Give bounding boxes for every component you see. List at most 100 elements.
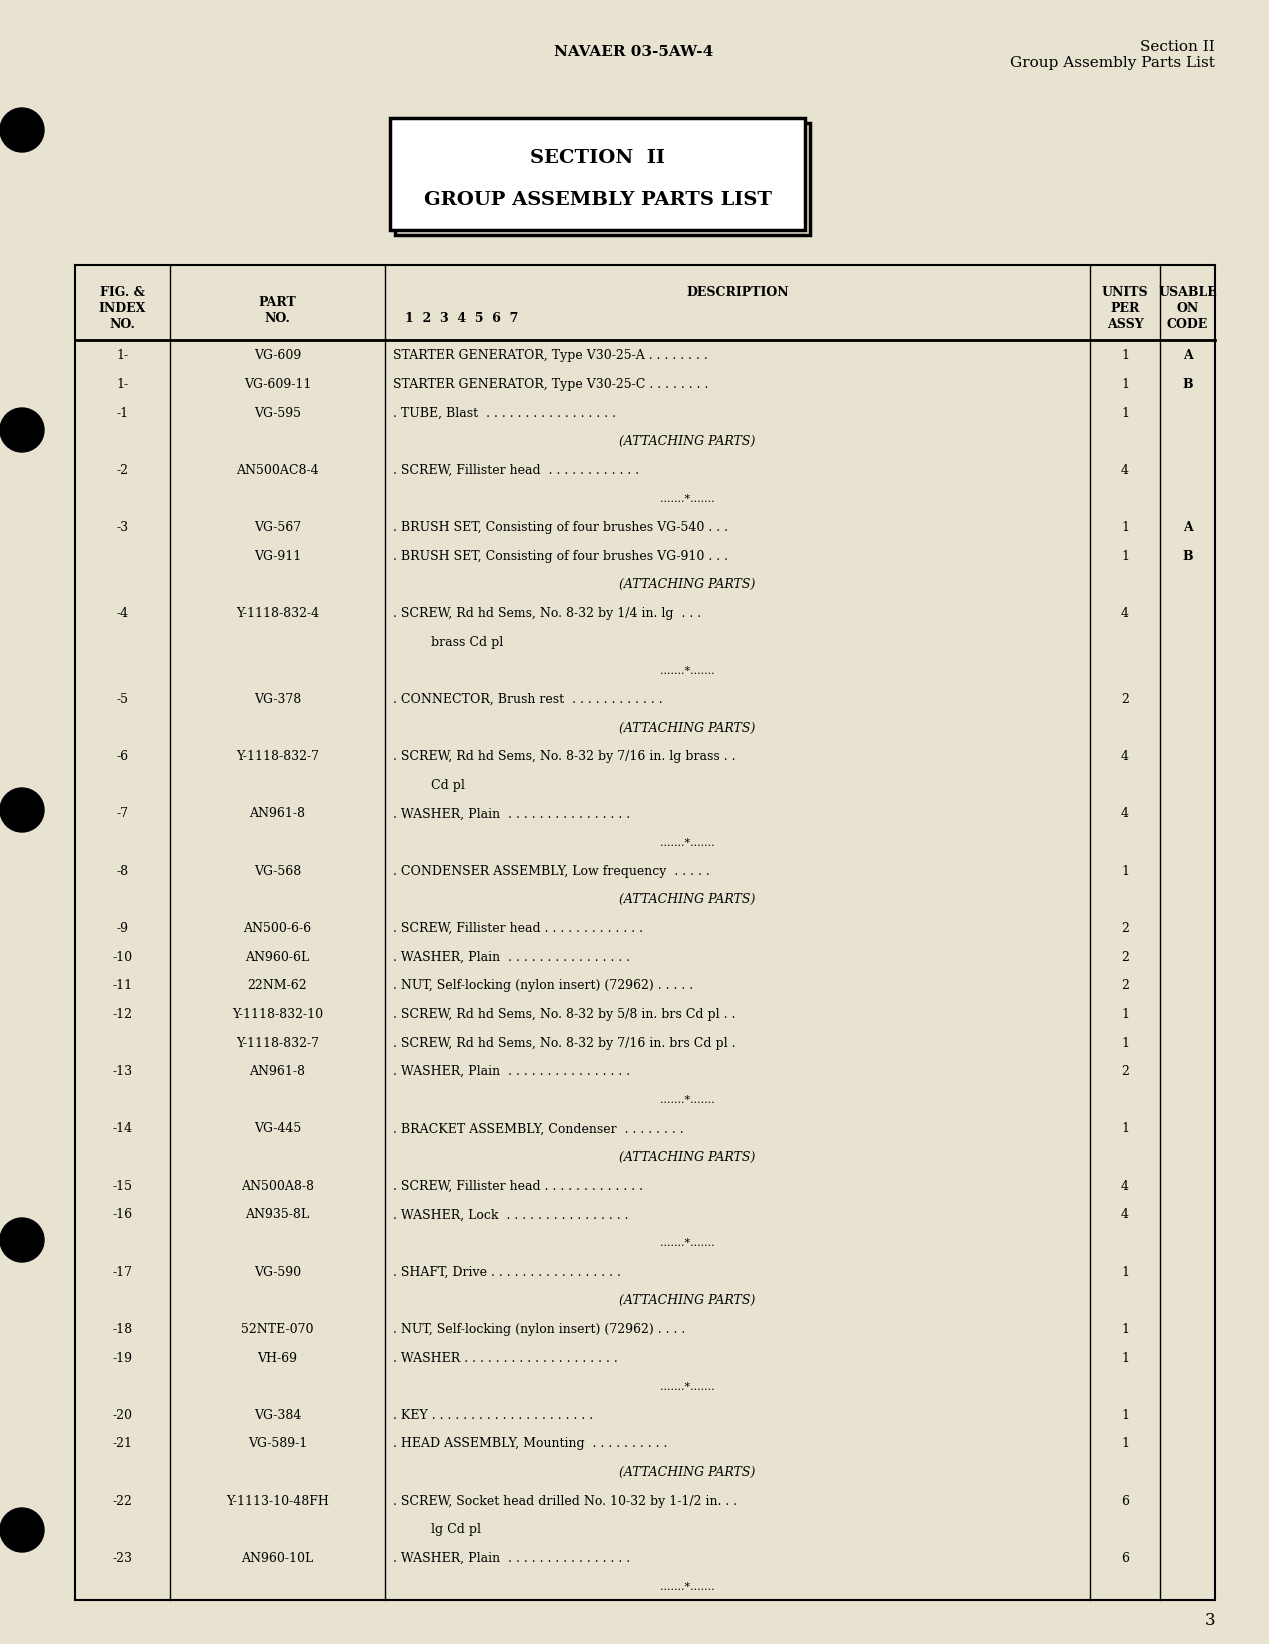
Text: 4: 4 — [1121, 750, 1129, 763]
Text: PER: PER — [1110, 301, 1140, 314]
Text: 4: 4 — [1121, 1208, 1129, 1221]
Text: -21: -21 — [113, 1437, 132, 1450]
Text: . CONNECTOR, Brush rest  . . . . . . . . . . . .: . CONNECTOR, Brush rest . . . . . . . . … — [393, 692, 662, 705]
Text: -7: -7 — [117, 807, 128, 820]
Text: -12: -12 — [113, 1008, 132, 1021]
Text: 1: 1 — [1121, 1266, 1129, 1279]
Circle shape — [0, 109, 44, 151]
Text: 2: 2 — [1121, 1065, 1129, 1078]
Text: VG-590: VG-590 — [254, 1266, 301, 1279]
Text: lg Cd pl: lg Cd pl — [415, 1524, 481, 1537]
Text: Y-1118-832-4: Y-1118-832-4 — [236, 607, 319, 620]
Text: A: A — [1183, 521, 1193, 534]
Text: Cd pl: Cd pl — [415, 779, 464, 792]
Text: Y-1113-10-48FH: Y-1113-10-48FH — [226, 1494, 329, 1508]
Text: . SCREW, Rd hd Sems, No. 8-32 by 5/8 in. brs Cd pl . .: . SCREW, Rd hd Sems, No. 8-32 by 5/8 in.… — [393, 1008, 735, 1021]
Text: 2: 2 — [1121, 950, 1129, 963]
Text: VG-384: VG-384 — [254, 1409, 301, 1422]
Text: UNITS: UNITS — [1101, 286, 1148, 299]
Text: -13: -13 — [113, 1065, 132, 1078]
Text: (ATTACHING PARTS): (ATTACHING PARTS) — [619, 579, 755, 592]
Text: .......*.......: .......*....... — [660, 493, 714, 505]
Text: .......*.......: .......*....... — [660, 1095, 714, 1105]
Text: Y-1118-832-7: Y-1118-832-7 — [236, 1036, 319, 1049]
Text: A: A — [1183, 349, 1193, 362]
Text: -20: -20 — [113, 1409, 132, 1422]
Text: 2: 2 — [1121, 692, 1129, 705]
Text: . BRUSH SET, Consisting of four brushes VG-540 . . .: . BRUSH SET, Consisting of four brushes … — [393, 521, 728, 534]
Circle shape — [0, 787, 44, 832]
Text: VG-567: VG-567 — [254, 521, 301, 534]
Text: VG-589-1: VG-589-1 — [247, 1437, 307, 1450]
Text: brass Cd pl: brass Cd pl — [415, 636, 504, 649]
Text: 6: 6 — [1121, 1494, 1129, 1508]
Text: . WASHER, Plain  . . . . . . . . . . . . . . . .: . WASHER, Plain . . . . . . . . . . . . … — [393, 1552, 631, 1565]
Text: . WASHER, Plain  . . . . . . . . . . . . . . . .: . WASHER, Plain . . . . . . . . . . . . … — [393, 950, 631, 963]
Text: . BRUSH SET, Consisting of four brushes VG-910 . . .: . BRUSH SET, Consisting of four brushes … — [393, 549, 728, 562]
Text: -17: -17 — [113, 1266, 132, 1279]
Text: . SCREW, Rd hd Sems, No. 8-32 by 7/16 in. lg brass . .: . SCREW, Rd hd Sems, No. 8-32 by 7/16 in… — [393, 750, 736, 763]
Text: 6: 6 — [1121, 1552, 1129, 1565]
Text: -1: -1 — [117, 406, 128, 419]
Circle shape — [0, 1508, 44, 1552]
Text: (ATTACHING PARTS): (ATTACHING PARTS) — [619, 436, 755, 449]
Text: AN960-10L: AN960-10L — [241, 1552, 313, 1565]
Text: Y-1118-832-7: Y-1118-832-7 — [236, 750, 319, 763]
Text: INDEX: INDEX — [99, 301, 146, 314]
Text: (ATTACHING PARTS): (ATTACHING PARTS) — [619, 1151, 755, 1164]
Text: 1: 1 — [1121, 865, 1129, 878]
Text: 1: 1 — [1121, 406, 1129, 419]
Text: . WASHER . . . . . . . . . . . . . . . . . . . .: . WASHER . . . . . . . . . . . . . . . .… — [393, 1351, 618, 1365]
Text: DESCRIPTION: DESCRIPTION — [687, 286, 789, 299]
Text: -4: -4 — [117, 607, 128, 620]
Text: AN961-8: AN961-8 — [250, 807, 306, 820]
Text: STARTER GENERATOR, Type V30-25-A . . . . . . . .: STARTER GENERATOR, Type V30-25-A . . . .… — [393, 349, 708, 362]
Text: -3: -3 — [117, 521, 128, 534]
Text: .......*.......: .......*....... — [660, 1381, 714, 1392]
Text: ASSY: ASSY — [1107, 317, 1143, 330]
Text: (ATTACHING PARTS): (ATTACHING PARTS) — [619, 1466, 755, 1480]
Text: .......*.......: .......*....... — [660, 666, 714, 676]
Text: 1: 1 — [1121, 1351, 1129, 1365]
Text: (ATTACHING PARTS): (ATTACHING PARTS) — [619, 722, 755, 735]
Text: . SCREW, Rd hd Sems, No. 8-32 by 7/16 in. brs Cd pl .: . SCREW, Rd hd Sems, No. 8-32 by 7/16 in… — [393, 1036, 736, 1049]
Text: 1: 1 — [1121, 1008, 1129, 1021]
Text: AN500-6-6: AN500-6-6 — [244, 922, 312, 935]
Text: Section II: Section II — [1141, 39, 1214, 54]
Text: ON: ON — [1176, 301, 1199, 314]
Text: . NUT, Self-locking (nylon insert) (72962) . . . .: . NUT, Self-locking (nylon insert) (7296… — [393, 1323, 685, 1337]
Text: 4: 4 — [1121, 807, 1129, 820]
Text: VG-911: VG-911 — [254, 549, 301, 562]
Text: . TUBE, Blast  . . . . . . . . . . . . . . . . .: . TUBE, Blast . . . . . . . . . . . . . … — [393, 406, 615, 419]
Text: -2: -2 — [117, 464, 128, 477]
Text: -22: -22 — [113, 1494, 132, 1508]
Text: . NUT, Self-locking (nylon insert) (72962) . . . . .: . NUT, Self-locking (nylon insert) (7296… — [393, 980, 693, 993]
Text: 1-: 1- — [117, 378, 128, 391]
Text: . SCREW, Fillister head . . . . . . . . . . . . .: . SCREW, Fillister head . . . . . . . . … — [393, 1180, 643, 1192]
Text: 1: 1 — [1121, 378, 1129, 391]
Text: 1: 1 — [1121, 1123, 1129, 1136]
Text: B: B — [1183, 378, 1193, 391]
Text: -6: -6 — [117, 750, 128, 763]
Text: . SCREW, Rd hd Sems, No. 8-32 by 1/4 in. lg  . . .: . SCREW, Rd hd Sems, No. 8-32 by 1/4 in.… — [393, 607, 702, 620]
Text: -23: -23 — [113, 1552, 132, 1565]
Text: -10: -10 — [113, 950, 132, 963]
Text: VG-609-11: VG-609-11 — [244, 378, 311, 391]
Text: VG-568: VG-568 — [254, 865, 301, 878]
Circle shape — [0, 408, 44, 452]
Text: -19: -19 — [113, 1351, 132, 1365]
Text: 3: 3 — [1204, 1611, 1214, 1629]
Text: AN500AC8-4: AN500AC8-4 — [236, 464, 319, 477]
Bar — [395, 123, 810, 235]
Text: B: B — [1183, 549, 1193, 562]
Text: AN961-8: AN961-8 — [250, 1065, 306, 1078]
Text: -11: -11 — [113, 980, 132, 993]
Text: . BRACKET ASSEMBLY, Condenser  . . . . . . . .: . BRACKET ASSEMBLY, Condenser . . . . . … — [393, 1123, 684, 1136]
Text: 1  2  3  4  5  6  7: 1 2 3 4 5 6 7 — [405, 311, 518, 324]
Text: (ATTACHING PARTS): (ATTACHING PARTS) — [619, 893, 755, 906]
Text: SECTION  II: SECTION II — [530, 150, 665, 168]
Text: .......*.......: .......*....... — [660, 1238, 714, 1248]
Text: . HEAD ASSEMBLY, Mounting  . . . . . . . . . .: . HEAD ASSEMBLY, Mounting . . . . . . . … — [393, 1437, 667, 1450]
Text: 1: 1 — [1121, 349, 1129, 362]
Text: 2: 2 — [1121, 980, 1129, 993]
